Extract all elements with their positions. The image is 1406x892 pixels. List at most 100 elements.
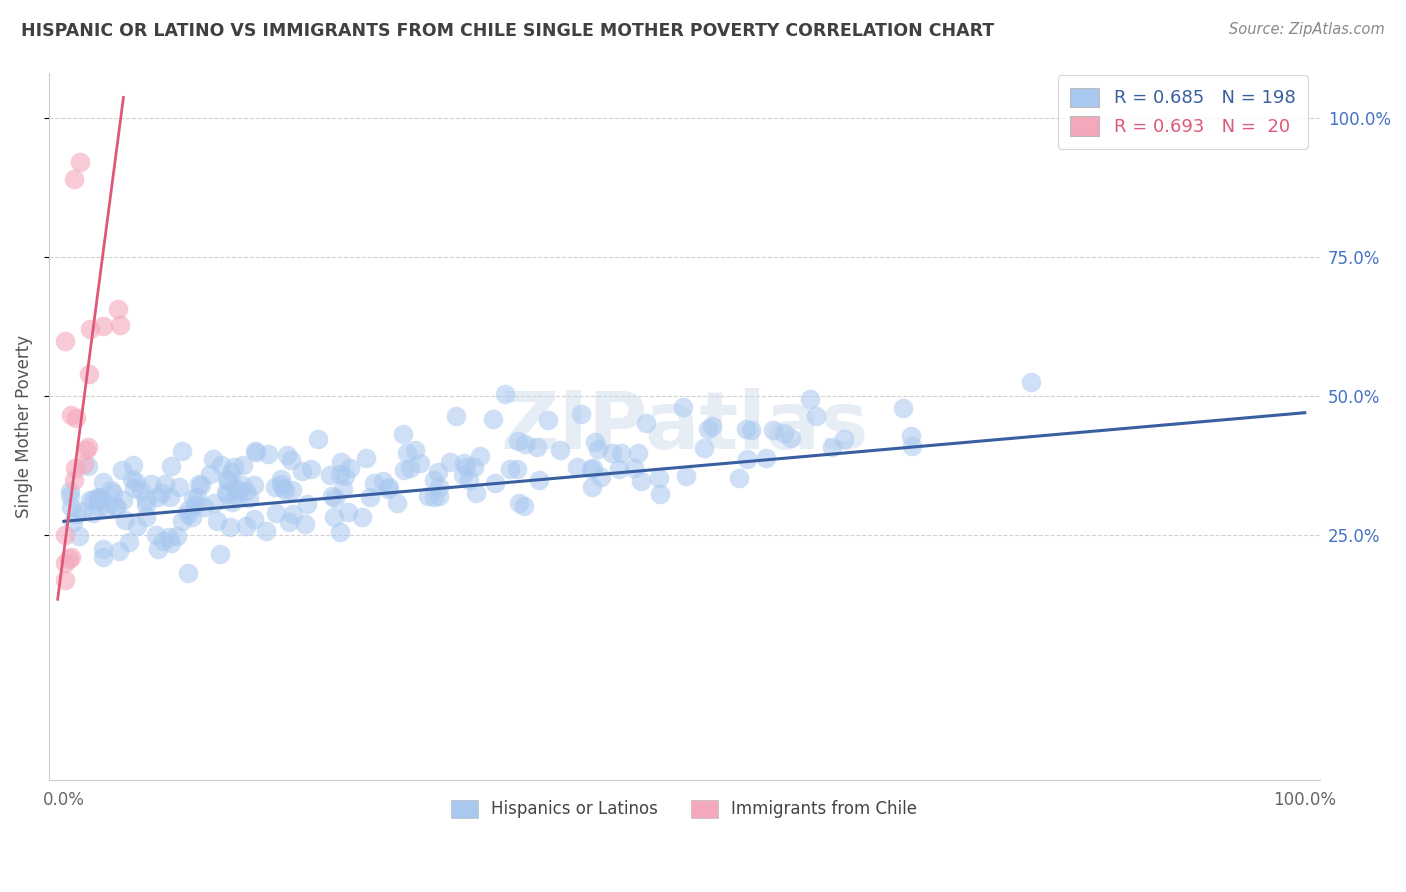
Point xyxy=(60,408,83,422)
Point xyxy=(893,401,915,415)
Point xyxy=(582,461,605,475)
Point xyxy=(159,491,181,505)
Point xyxy=(75,443,97,458)
Point xyxy=(363,476,385,491)
Point xyxy=(336,505,359,519)
Point xyxy=(111,492,134,507)
Point xyxy=(135,510,157,524)
Point xyxy=(145,528,167,542)
Point xyxy=(548,443,571,458)
Point xyxy=(77,440,100,454)
Point xyxy=(53,573,76,587)
Point xyxy=(104,499,127,513)
Point xyxy=(506,434,529,448)
Point xyxy=(319,468,342,483)
Point xyxy=(217,474,239,488)
Point xyxy=(190,478,212,492)
Point xyxy=(215,484,238,499)
Point xyxy=(329,524,352,539)
Point xyxy=(73,457,96,471)
Point xyxy=(231,477,253,491)
Point xyxy=(186,490,208,504)
Point xyxy=(332,482,354,496)
Point xyxy=(900,429,922,443)
Point xyxy=(457,473,479,487)
Point xyxy=(232,458,254,472)
Point xyxy=(58,552,80,566)
Point xyxy=(453,456,475,470)
Point xyxy=(453,467,475,482)
Point xyxy=(392,463,415,477)
Point xyxy=(834,432,856,446)
Point xyxy=(181,509,204,524)
Point xyxy=(202,451,225,466)
Point xyxy=(53,334,76,349)
Point xyxy=(280,452,302,467)
Point xyxy=(626,446,648,460)
Point xyxy=(600,446,623,460)
Point xyxy=(219,465,242,479)
Point xyxy=(727,471,749,485)
Point xyxy=(243,511,266,525)
Point xyxy=(238,491,260,505)
Point xyxy=(1019,376,1042,390)
Point xyxy=(630,474,652,488)
Point xyxy=(90,491,112,505)
Point xyxy=(423,473,446,487)
Point xyxy=(148,490,170,504)
Point xyxy=(697,422,720,436)
Point xyxy=(416,489,439,503)
Point xyxy=(135,492,157,507)
Point xyxy=(359,490,381,504)
Point xyxy=(295,497,318,511)
Point xyxy=(184,499,207,513)
Point xyxy=(323,491,346,506)
Point xyxy=(780,431,803,445)
Point xyxy=(226,490,249,504)
Point xyxy=(76,459,98,474)
Point xyxy=(243,477,266,491)
Point xyxy=(177,503,200,517)
Point xyxy=(108,544,131,558)
Legend: Hispanics or Latinos, Immigrants from Chile: Hispanics or Latinos, Immigrants from Ch… xyxy=(444,793,924,825)
Point xyxy=(160,458,183,473)
Point xyxy=(291,465,314,479)
Point xyxy=(65,507,87,521)
Point xyxy=(329,455,352,469)
Point xyxy=(87,490,110,504)
Point xyxy=(91,550,114,565)
Point xyxy=(105,500,128,515)
Point xyxy=(96,500,118,515)
Point xyxy=(323,510,346,524)
Point xyxy=(610,445,633,459)
Point xyxy=(404,442,426,457)
Point xyxy=(65,411,87,425)
Point xyxy=(62,515,84,529)
Point xyxy=(499,462,522,476)
Point xyxy=(333,469,356,483)
Point xyxy=(427,489,450,503)
Point xyxy=(513,436,536,450)
Point xyxy=(208,547,231,561)
Point xyxy=(160,535,183,549)
Point xyxy=(634,416,657,430)
Point xyxy=(484,476,506,491)
Point xyxy=(170,514,193,528)
Point xyxy=(188,476,211,491)
Point xyxy=(579,462,602,476)
Point xyxy=(648,471,671,485)
Point xyxy=(537,413,560,427)
Point xyxy=(183,491,205,505)
Point xyxy=(439,455,461,469)
Point xyxy=(53,528,76,542)
Point xyxy=(773,426,796,441)
Point xyxy=(59,550,82,565)
Point xyxy=(82,506,104,520)
Point xyxy=(146,541,169,556)
Point xyxy=(377,482,399,496)
Point xyxy=(152,533,174,548)
Point xyxy=(176,508,198,522)
Point xyxy=(177,566,200,581)
Point xyxy=(103,485,125,500)
Text: HISPANIC OR LATINO VS IMMIGRANTS FROM CHILE SINGLE MOTHER POVERTY CORRELATION CH: HISPANIC OR LATINO VS IMMIGRANTS FROM CH… xyxy=(21,22,994,40)
